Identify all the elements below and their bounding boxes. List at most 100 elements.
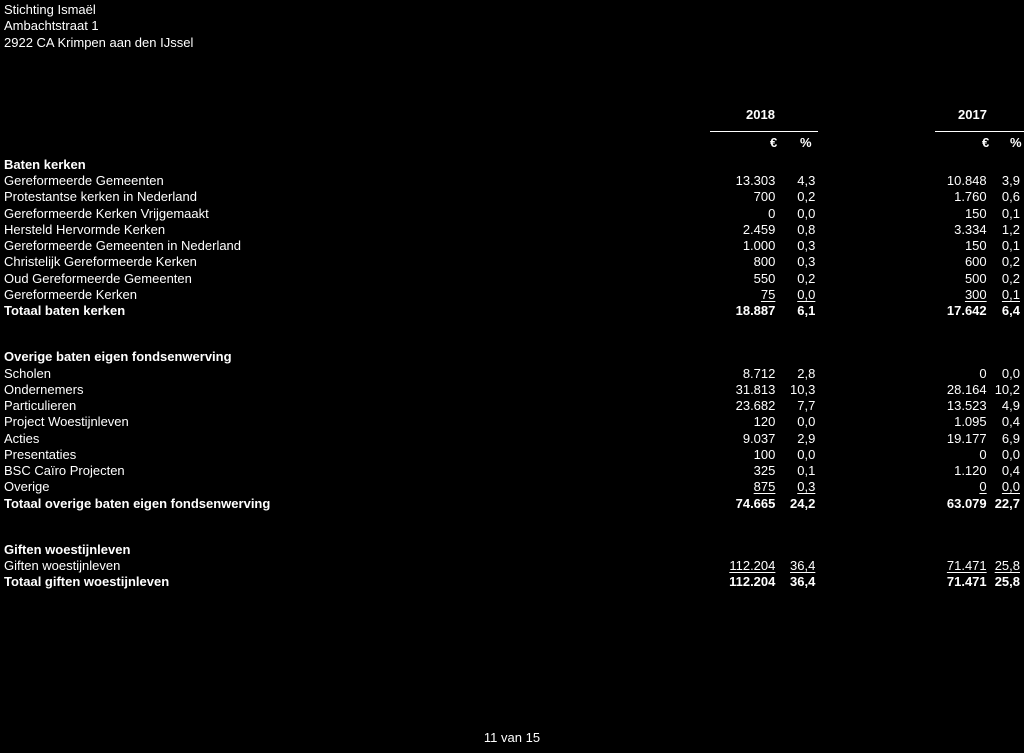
cell <box>929 153 991 173</box>
euro-2018-cell: 100 <box>707 447 779 463</box>
page-number: 11 van 15 <box>484 730 540 745</box>
pct-2017-cell: 0,0 <box>991 447 1024 463</box>
row-label: Particulieren <box>0 398 707 414</box>
section-title: Baten kerken <box>0 153 707 173</box>
gap-cell <box>819 558 928 574</box>
table-row: Protestantse kerken in Nederland7000,21.… <box>0 189 1024 205</box>
total-pct-2018: 6,1 <box>779 303 819 319</box>
total-label: Totaal giften woestijnleven <box>0 574 707 590</box>
euro-2018-cell: 800 <box>707 254 779 270</box>
section-spacer <box>0 512 1024 538</box>
section-title: Giften woestijnleven <box>0 538 707 558</box>
cell <box>819 153 928 173</box>
pct-2017-cell: 25,8 <box>991 558 1024 574</box>
table-row: Christelijk Gereformeerde Kerken8000,360… <box>0 254 1024 270</box>
gap-cell <box>819 496 928 512</box>
rule-2017 <box>935 131 1024 132</box>
gap-cell <box>819 303 928 319</box>
row-label: Protestantse kerken in Nederland <box>0 189 707 205</box>
gap-cell <box>819 271 928 287</box>
cell <box>779 538 819 558</box>
table-row: Gereformeerde Kerken750,03000,1 <box>0 287 1024 303</box>
section-title-row: Overige baten eigen fondsenwerving <box>0 345 1024 365</box>
gap-cell <box>819 287 928 303</box>
pct-2017-header: % <box>1010 135 1022 150</box>
cell <box>929 345 991 365</box>
euro-2018-cell: 112.204 <box>707 558 779 574</box>
euro-2017-cell: 150 <box>929 206 991 222</box>
euro-2017-header: € <box>982 135 989 150</box>
total-pct-2018: 36,4 <box>779 574 819 590</box>
pct-2018-cell: 0,0 <box>779 206 819 222</box>
row-label: Scholen <box>0 366 707 382</box>
total-euro-2018: 112.204 <box>707 574 779 590</box>
row-label: Giften woestijnleven <box>0 558 707 574</box>
gap-cell <box>819 479 928 495</box>
row-label: Gereformeerde Gemeenten in Nederland <box>0 238 707 254</box>
euro-2017-cell: 600 <box>929 254 991 270</box>
pct-2017-cell: 0,4 <box>991 463 1024 479</box>
euro-2018-cell: 875 <box>707 479 779 495</box>
pct-2017-cell: 0,0 <box>991 366 1024 382</box>
table-row: Hersteld Hervormde Kerken2.4590,83.3341,… <box>0 222 1024 238</box>
pct-2018-cell: 36,4 <box>779 558 819 574</box>
euro-2017-cell: 71.471 <box>929 558 991 574</box>
cell <box>929 538 991 558</box>
section-spacer <box>0 319 1024 345</box>
section-title-row: Giften woestijnleven <box>0 538 1024 558</box>
row-label: Hersteld Hervormde Kerken <box>0 222 707 238</box>
total-pct-2017: 6,4 <box>991 303 1024 319</box>
pct-2017-cell: 0,6 <box>991 189 1024 205</box>
euro-2017-cell: 500 <box>929 271 991 287</box>
pct-2018-cell: 0,2 <box>779 189 819 205</box>
euro-2018-cell: 700 <box>707 189 779 205</box>
euro-2018-cell: 120 <box>707 414 779 430</box>
financial-table: Baten kerkenGereformeerde Gemeenten13.30… <box>0 153 1024 617</box>
table-row: Gereformeerde Gemeenten13.3034,310.8483,… <box>0 173 1024 189</box>
euro-2017-cell: 1.120 <box>929 463 991 479</box>
table-row: Gereformeerde Gemeenten in Nederland1.00… <box>0 238 1024 254</box>
pct-2017-cell: 0,4 <box>991 414 1024 430</box>
pct-2018-cell: 2,8 <box>779 366 819 382</box>
pct-2018-cell: 10,3 <box>779 382 819 398</box>
gap-cell <box>819 463 928 479</box>
gap-cell <box>819 189 928 205</box>
row-label: Gereformeerde Kerken Vrijgemaakt <box>0 206 707 222</box>
gap-cell <box>819 222 928 238</box>
org-address-line-1: Ambachtstraat 1 <box>4 18 1020 34</box>
unit-header-row: € % € % <box>0 131 1024 153</box>
section-total-row: Totaal giften woestijnleven112.20436,471… <box>0 574 1024 590</box>
pct-2018-cell: 7,7 <box>779 398 819 414</box>
cell <box>779 153 819 173</box>
table-row: Presentaties1000,000,0 <box>0 447 1024 463</box>
pct-2018-cell: 0,3 <box>779 479 819 495</box>
page-footer: 11 van 15 <box>0 730 1024 745</box>
pct-2017-cell: 0,2 <box>991 271 1024 287</box>
cell <box>819 538 928 558</box>
table-row: Overige8750,300,0 <box>0 479 1024 495</box>
table-row: Acties9.0372,919.1776,9 <box>0 431 1024 447</box>
year-2017-header: 2017 <box>958 107 987 122</box>
euro-2018-cell: 8.712 <box>707 366 779 382</box>
euro-2018-cell: 31.813 <box>707 382 779 398</box>
org-address-line-2: 2922 CA Krimpen aan den IJssel <box>4 35 1020 51</box>
row-label: Oud Gereformeerde Gemeenten <box>0 271 707 287</box>
table-row: Oud Gereformeerde Gemeenten5500,25000,2 <box>0 271 1024 287</box>
org-name: Stichting Ismaël <box>4 2 1020 18</box>
cell <box>707 345 779 365</box>
euro-2017-cell: 0 <box>929 366 991 382</box>
euro-2017-cell: 13.523 <box>929 398 991 414</box>
pct-2018-cell: 0,3 <box>779 254 819 270</box>
gap-cell <box>819 447 928 463</box>
pct-2017-cell: 0,1 <box>991 206 1024 222</box>
euro-2017-cell: 19.177 <box>929 431 991 447</box>
table-row: Scholen8.7122,8 00,0 <box>0 366 1024 382</box>
euro-2017-cell: 0 <box>929 479 991 495</box>
row-label: Acties <box>0 431 707 447</box>
gap-cell <box>819 398 928 414</box>
pct-2017-cell: 0,2 <box>991 254 1024 270</box>
pct-2017-cell: 3,9 <box>991 173 1024 189</box>
row-label: Project Woestijnleven <box>0 414 707 430</box>
year-header-row: 2018 2017 <box>0 107 1024 127</box>
section-total-row: Totaal baten kerken18.8876,117.6426,4 <box>0 303 1024 319</box>
